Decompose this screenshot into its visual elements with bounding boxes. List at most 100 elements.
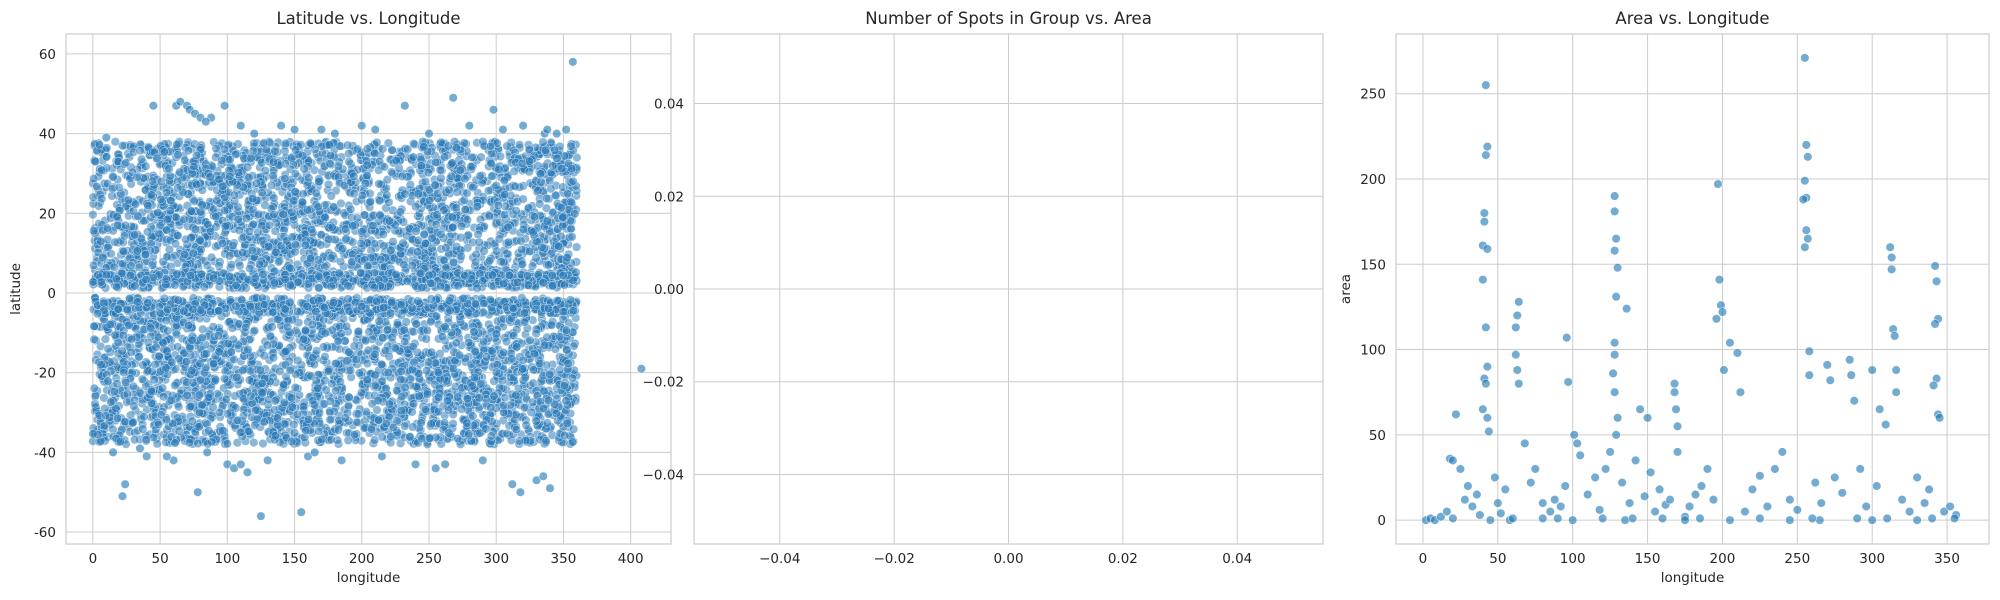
panel0-point <box>555 365 565 375</box>
panel0-point <box>421 334 431 344</box>
panel0-point <box>165 206 175 216</box>
panel0-point <box>220 221 230 232</box>
panel0-point <box>206 252 217 262</box>
panel0-point <box>531 416 541 426</box>
panel0-point <box>527 261 538 271</box>
panel0-point <box>325 159 335 169</box>
panel0-dense-point-cloud <box>88 137 582 449</box>
panel0-y-tick-label: -60 <box>34 525 56 541</box>
panel0-point <box>448 364 458 374</box>
panel0-point <box>354 368 364 378</box>
panel0-point <box>101 411 111 421</box>
panel0-point <box>143 227 153 237</box>
panel0-point <box>528 365 539 375</box>
panel0-point <box>566 197 576 207</box>
panel0-point <box>380 346 391 356</box>
panel0-point <box>114 183 124 193</box>
panel0-point <box>326 150 336 161</box>
panel0-point <box>533 186 543 196</box>
panel0-point <box>370 380 380 390</box>
panel0-point <box>222 439 232 449</box>
panel0-point <box>119 231 130 241</box>
panel0-point <box>219 144 230 154</box>
panel0-point <box>324 140 334 150</box>
panel0-point <box>211 143 221 153</box>
panel0-point <box>366 424 377 434</box>
panel0-point <box>552 153 562 163</box>
panel0-point <box>164 164 174 174</box>
panel0-point <box>562 189 572 199</box>
panel0-point <box>170 251 180 261</box>
panel0-point <box>324 366 334 376</box>
panel0-point <box>378 333 388 343</box>
panel0-point <box>364 327 374 337</box>
panel0-point <box>225 171 235 181</box>
panel0-point <box>218 181 228 191</box>
panel0-point <box>119 357 129 367</box>
panel0-point <box>190 224 200 234</box>
panel0-point <box>161 188 172 198</box>
panel0-point <box>399 260 409 270</box>
panel0-point <box>166 395 176 405</box>
panel0-point <box>252 178 262 188</box>
panel0-point <box>103 344 113 354</box>
panel0-point <box>209 358 219 368</box>
panel0-point <box>316 230 326 240</box>
panel0-point <box>192 180 202 190</box>
panel0-point <box>293 356 303 366</box>
panel0-point <box>390 343 400 353</box>
panel0-point <box>370 148 380 159</box>
panel0-point <box>479 246 489 256</box>
panel0-x-tick-label: 150 <box>282 551 308 567</box>
panel0-point <box>399 325 409 335</box>
panel0-point <box>479 337 489 347</box>
panel-latitude-vs-longitude: 0 50 100 150 200 250 300 350 400-60-40-200204060… <box>8 9 672 586</box>
panel0-point <box>225 251 235 261</box>
panel0-point <box>517 364 528 374</box>
panel0-point <box>444 428 454 438</box>
panel0-point <box>134 352 144 362</box>
panel0-point <box>443 405 454 415</box>
panel0-point <box>232 372 242 382</box>
panel0-point <box>471 257 481 267</box>
panel0-point <box>343 435 353 445</box>
panel0-point <box>217 155 227 165</box>
panel0-point <box>127 334 137 344</box>
panel0-point <box>268 171 278 181</box>
panel0-point <box>268 157 279 167</box>
panel0-point <box>112 379 122 389</box>
panel0-point <box>195 375 205 385</box>
panel0-point <box>551 408 561 418</box>
panel0-point <box>186 206 196 216</box>
panel0-point <box>172 329 182 339</box>
panel0-point <box>470 372 480 382</box>
panel0-point <box>257 188 267 198</box>
panel0-point <box>437 332 448 342</box>
panel0-point <box>291 145 301 155</box>
panel0-point <box>148 176 158 186</box>
panel0-point <box>542 332 552 342</box>
panel0-point <box>426 419 436 429</box>
panel0-point <box>108 172 118 182</box>
panel0-point <box>270 431 280 441</box>
panel0-point <box>448 419 458 429</box>
panel0-point <box>365 197 375 207</box>
panel0-point <box>382 190 392 200</box>
panel0-point <box>135 388 145 398</box>
panel0-point <box>349 189 359 199</box>
panel0-point <box>531 328 541 339</box>
panel0-point <box>483 186 494 196</box>
panel0-point <box>392 385 402 396</box>
panel0-point <box>379 162 390 172</box>
panel0-point <box>362 375 372 385</box>
panel0-point <box>89 174 99 184</box>
panel0-point <box>542 418 552 428</box>
panel0-point <box>485 256 495 266</box>
panel0-point <box>460 205 470 215</box>
panel0-point <box>89 383 99 393</box>
panel0-point <box>249 437 259 448</box>
panel0-point <box>408 327 419 337</box>
panel0-point <box>567 437 578 447</box>
panel0-point <box>446 171 456 181</box>
panel0-point <box>249 326 260 336</box>
